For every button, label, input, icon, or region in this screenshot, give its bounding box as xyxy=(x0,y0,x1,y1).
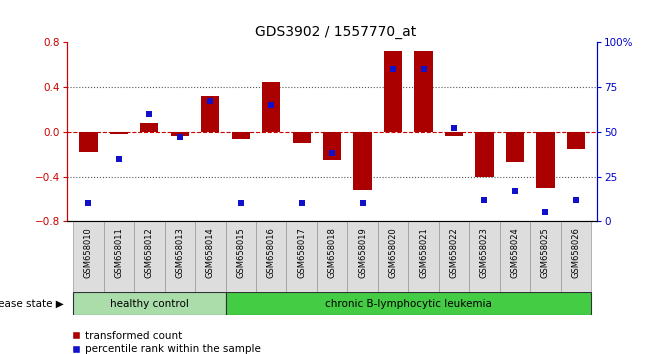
Bar xyxy=(140,123,158,132)
Bar xyxy=(287,221,317,292)
Text: GSM658015: GSM658015 xyxy=(236,227,245,278)
Bar xyxy=(445,132,463,136)
Bar xyxy=(500,221,530,292)
Bar xyxy=(73,221,103,292)
Bar xyxy=(317,221,348,292)
Point xyxy=(418,67,429,72)
Bar xyxy=(378,221,409,292)
Bar xyxy=(103,221,134,292)
Text: GSM658014: GSM658014 xyxy=(206,227,215,278)
Text: GSM658016: GSM658016 xyxy=(266,227,276,278)
Bar xyxy=(567,132,585,149)
Point xyxy=(570,197,581,202)
Bar xyxy=(561,221,591,292)
Text: chronic B-lymphocytic leukemia: chronic B-lymphocytic leukemia xyxy=(325,298,492,309)
Bar xyxy=(469,221,500,292)
Bar xyxy=(262,81,280,132)
Bar xyxy=(164,221,195,292)
Point xyxy=(540,210,551,215)
Point xyxy=(205,99,215,104)
Text: healthy control: healthy control xyxy=(110,298,189,309)
Text: GDS3902 / 1557770_at: GDS3902 / 1557770_at xyxy=(255,25,416,39)
Point xyxy=(113,156,124,161)
Bar xyxy=(354,132,372,190)
Bar xyxy=(506,132,524,162)
Bar xyxy=(170,132,189,136)
Text: GSM658013: GSM658013 xyxy=(175,227,185,278)
Bar xyxy=(231,132,250,138)
Point xyxy=(236,200,246,206)
Point xyxy=(479,197,490,202)
Text: GSM658022: GSM658022 xyxy=(450,227,458,278)
Point xyxy=(388,67,399,72)
Bar xyxy=(73,292,225,315)
Point xyxy=(357,200,368,206)
Text: GSM658026: GSM658026 xyxy=(572,227,580,278)
Point xyxy=(83,200,94,206)
Bar xyxy=(530,221,561,292)
Bar xyxy=(201,96,219,132)
Bar xyxy=(415,51,433,132)
Bar xyxy=(256,221,287,292)
Text: GSM658018: GSM658018 xyxy=(327,227,337,278)
Point xyxy=(327,150,338,156)
Bar xyxy=(110,132,128,134)
Point xyxy=(297,200,307,206)
Text: GSM658025: GSM658025 xyxy=(541,227,550,278)
Point xyxy=(144,111,155,117)
Bar xyxy=(293,132,311,143)
Text: GSM658017: GSM658017 xyxy=(297,227,306,278)
Bar xyxy=(348,221,378,292)
Bar xyxy=(439,221,469,292)
Text: GSM658011: GSM658011 xyxy=(114,227,123,278)
Point xyxy=(449,125,460,131)
Text: GSM658010: GSM658010 xyxy=(84,227,93,278)
Bar xyxy=(323,132,342,160)
Bar xyxy=(225,221,256,292)
Bar xyxy=(409,221,439,292)
Text: GSM658021: GSM658021 xyxy=(419,227,428,278)
Bar xyxy=(536,132,554,188)
Point xyxy=(509,188,520,194)
Point xyxy=(174,135,185,140)
Text: disease state ▶: disease state ▶ xyxy=(0,298,64,309)
Text: GSM658019: GSM658019 xyxy=(358,227,367,278)
Text: GSM658012: GSM658012 xyxy=(145,227,154,278)
Bar xyxy=(384,51,402,132)
Legend: transformed count, percentile rank within the sample: transformed count, percentile rank withi… xyxy=(72,331,260,354)
Text: GSM658020: GSM658020 xyxy=(389,227,398,278)
Bar xyxy=(195,221,225,292)
Bar xyxy=(134,221,164,292)
Bar xyxy=(225,292,591,315)
Text: GSM658023: GSM658023 xyxy=(480,227,489,278)
Bar xyxy=(79,132,97,152)
Text: GSM658024: GSM658024 xyxy=(511,227,519,278)
Bar xyxy=(475,132,494,177)
Point xyxy=(266,102,276,108)
